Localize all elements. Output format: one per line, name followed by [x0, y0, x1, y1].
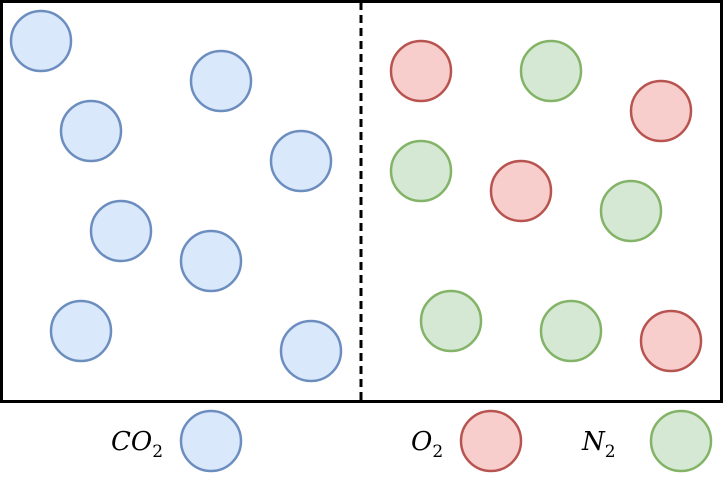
- co2-molecule: [59, 99, 123, 163]
- legend-item-co2: CO2: [111, 409, 243, 473]
- co2-molecule: [269, 129, 333, 193]
- o2-molecule: [639, 309, 703, 373]
- left-chamber: [9, 9, 343, 383]
- o2-molecule: [389, 39, 453, 103]
- co2-molecule: [179, 229, 243, 293]
- n2-molecule: [539, 299, 603, 363]
- co2-molecule: [189, 49, 253, 113]
- n2-molecule: [389, 139, 453, 203]
- co2-molecule: [9, 9, 73, 73]
- co2-molecule: [279, 319, 343, 383]
- legend: CO2 O2 N2: [111, 409, 713, 473]
- legend-swatch-n2: [649, 409, 713, 473]
- legend-swatch-o2: [459, 409, 523, 473]
- o2-molecule: [629, 79, 693, 143]
- n2-molecule: [419, 289, 483, 353]
- n2-molecule: [599, 179, 663, 243]
- co2-molecule: [49, 299, 113, 363]
- n2-molecule: [519, 39, 583, 103]
- legend-label-co2: CO2: [111, 427, 163, 462]
- legend-label-n2: N2: [581, 427, 616, 462]
- legend-item-o2: O2: [411, 409, 523, 473]
- co2-molecule: [89, 199, 153, 263]
- legend-label-o2: O2: [411, 427, 443, 462]
- container-box: [0, 0, 723, 403]
- legend-item-n2: N2: [581, 409, 713, 473]
- right-chamber: [389, 39, 703, 373]
- legend-swatch-co2: [179, 409, 243, 473]
- o2-molecule: [489, 159, 553, 223]
